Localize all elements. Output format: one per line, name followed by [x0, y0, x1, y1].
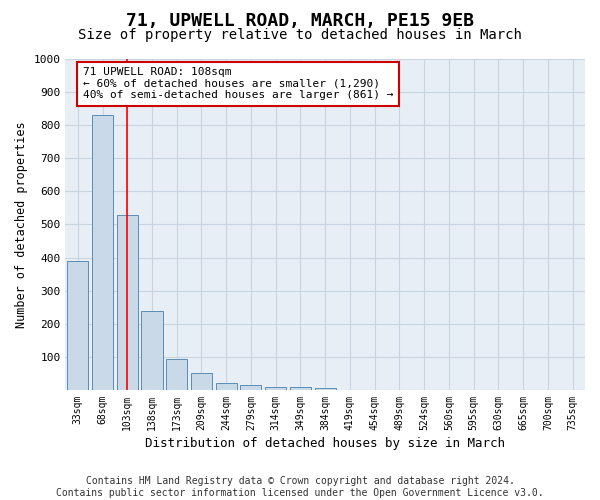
Bar	[290, 388, 311, 390]
Text: 71 UPWELL ROAD: 108sqm
← 60% of detached houses are smaller (1,290)
40% of semi-: 71 UPWELL ROAD: 108sqm ← 60% of detached…	[83, 68, 393, 100]
Bar	[314, 388, 336, 390]
Y-axis label: Number of detached properties: Number of detached properties	[15, 121, 28, 328]
Text: Contains HM Land Registry data © Crown copyright and database right 2024.
Contai: Contains HM Land Registry data © Crown c…	[56, 476, 544, 498]
X-axis label: Distribution of detached houses by size in March: Distribution of detached houses by size …	[145, 437, 505, 450]
Bar	[142, 310, 163, 390]
Bar	[216, 384, 237, 390]
Text: 71, UPWELL ROAD, MARCH, PE15 9EB: 71, UPWELL ROAD, MARCH, PE15 9EB	[126, 12, 474, 30]
Bar	[166, 358, 187, 390]
Bar	[191, 374, 212, 390]
Bar	[265, 386, 286, 390]
Bar	[67, 261, 88, 390]
Bar	[92, 116, 113, 390]
Bar	[241, 385, 262, 390]
Text: Size of property relative to detached houses in March: Size of property relative to detached ho…	[78, 28, 522, 42]
Bar	[117, 214, 138, 390]
